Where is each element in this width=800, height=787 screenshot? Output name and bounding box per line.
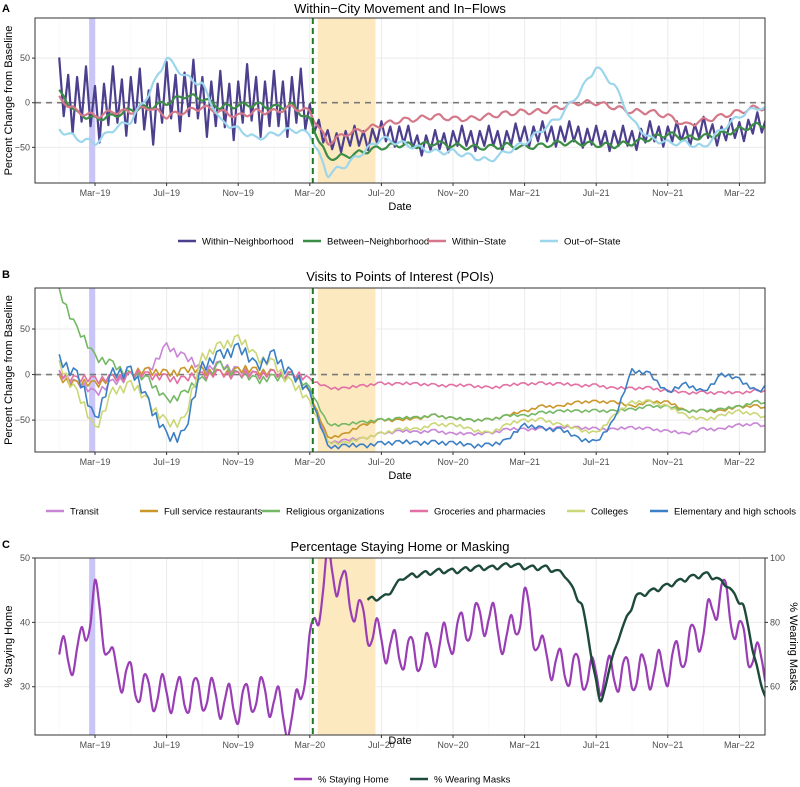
y-tick-label-right: 80 (770, 617, 780, 627)
y-axis-title: Percent Change from Baseline (3, 295, 15, 445)
y-tick-label-right: 100 (770, 553, 785, 563)
y-tick-label: 0 (25, 98, 30, 108)
plot-border (34, 17, 766, 184)
legend-label: Within−Neighborhood (202, 237, 294, 248)
legend-label: Colleges (591, 507, 628, 518)
shaded-period (317, 18, 376, 183)
y-axis-title: Percent Change from Baseline (3, 26, 15, 176)
y-tick-label: 40 (20, 617, 30, 627)
x-tick-label: Jul−20 (368, 188, 395, 198)
y-tick-label: 50 (20, 53, 30, 63)
x-tick-label: Jul−19 (153, 740, 180, 750)
x-tick-label: Jul−20 (368, 457, 395, 467)
x-tick-label: Nov−19 (223, 740, 254, 750)
x-tick-label: Jul−19 (153, 188, 180, 198)
plot-border (34, 557, 766, 736)
series-line-2 (58, 288, 765, 427)
x-tick-label: Nov−21 (652, 740, 683, 750)
series-line-1 (366, 562, 765, 703)
plot-background (35, 558, 765, 735)
panel-c: C Percentage Staying Home or Masking Mar−1… (2, 539, 799, 786)
x-tick-label: Mar−22 (724, 457, 755, 467)
x-tick-label: Jul−21 (583, 740, 610, 750)
legend-label: Between−Neighborhood (327, 237, 429, 248)
panel-letter: C (2, 539, 10, 551)
chart-title: Percentage Staying Home or Masking (291, 539, 510, 554)
chart-title: Visits to Points of Interest (POIs) (306, 269, 494, 284)
panel-letter: B (2, 269, 10, 281)
x-tick-label: Jul−20 (368, 740, 395, 750)
legend-label: Religious organizations (286, 507, 384, 518)
y-tick-label: 50 (20, 553, 30, 563)
x-tick-label: Jul−19 (153, 457, 180, 467)
plot-border (34, 287, 766, 453)
x-tick-label: Nov−19 (223, 457, 254, 467)
y-tick-label: 0 (25, 370, 30, 380)
legend-label: % Staying Home (318, 775, 389, 786)
x-tick-label: Mar−19 (80, 457, 111, 467)
x-tick-label: Mar−21 (509, 740, 540, 750)
y-axis-title-right: % Wearing Masks (787, 602, 799, 691)
chart-title: Within−City Movement and In−Flows (294, 1, 506, 16)
x-tick-label: Nov−20 (437, 457, 468, 467)
y-tick-label: 30 (20, 682, 30, 692)
series-line-0 (58, 558, 765, 735)
x-tick-label: Nov−21 (652, 188, 683, 198)
panel-letter: A (2, 3, 10, 15)
shaded-period (317, 288, 376, 452)
series-line-1 (58, 89, 765, 162)
panel-b: B Visits to Points of Interest (POIs) Mar−… (2, 269, 796, 518)
x-tick-label: Mar−21 (509, 457, 540, 467)
x-tick-label: Mar−20 (294, 188, 325, 198)
legend-label: Transit (70, 507, 99, 518)
series-line-2 (58, 95, 765, 146)
highlight-week (89, 18, 96, 183)
x-tick-label: Mar−22 (724, 740, 755, 750)
series-line-3 (58, 56, 765, 179)
x-tick-label: Mar−21 (509, 188, 540, 198)
highlight-week (89, 558, 96, 735)
y-tick-label: 50 (20, 324, 30, 334)
y-tick-label: −50 (15, 415, 30, 425)
y-tick-label-right: 60 (770, 682, 780, 692)
legend-label: Out−of−State (564, 237, 621, 248)
series-line-4 (58, 334, 765, 446)
x-tick-label: Nov−20 (437, 740, 468, 750)
y-tick-label: −50 (15, 142, 30, 152)
x-axis-title: Date (388, 735, 411, 747)
x-tick-label: Mar−20 (294, 457, 325, 467)
series-line-5 (58, 342, 765, 450)
legend-label: Elementary and high schools (674, 507, 796, 518)
series-line-0 (58, 57, 765, 157)
x-tick-label: Mar−20 (294, 740, 325, 750)
series-group (58, 288, 765, 450)
legend-label: % Wearing Masks (434, 775, 511, 786)
series-line-0 (58, 342, 765, 444)
x-tick-label: Mar−22 (724, 188, 755, 198)
panel-a: A Within−City Movement and In−Flows Mar−19… (2, 1, 766, 248)
x-tick-label: Jul−21 (583, 457, 610, 467)
series-group (58, 56, 765, 179)
y-axis-title: % Staying Home (3, 606, 15, 688)
x-tick-label: Mar−19 (80, 188, 111, 198)
x-tick-label: Nov−19 (223, 188, 254, 198)
x-tick-label: Mar−19 (80, 740, 111, 750)
legend-label: Full service restaurants (164, 507, 262, 518)
x-tick-label: Nov−21 (652, 457, 683, 467)
x-axis-title: Date (388, 201, 411, 213)
highlight-week (89, 288, 96, 452)
legend-label: Within−State (452, 237, 506, 248)
x-axis-title: Date (388, 470, 411, 482)
legend-label: Groceries and pharmacies (434, 507, 546, 518)
x-tick-label: Jul−21 (583, 188, 610, 198)
x-tick-label: Nov−20 (437, 188, 468, 198)
series-group (58, 558, 765, 735)
series-line-3 (58, 369, 765, 396)
